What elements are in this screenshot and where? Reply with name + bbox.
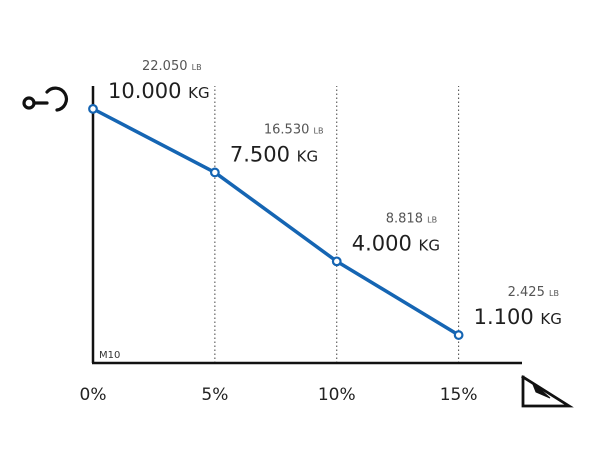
lb-value-label: 16.530 LB xyxy=(264,122,324,137)
lb-value-label: 8.818 LB xyxy=(386,211,437,226)
data-labels: 22.050 LB 10.000 KG 16.530 LB 7.500 KG 8.818… xyxy=(108,59,562,329)
kg-unit: KG xyxy=(540,310,561,328)
lb-unit: LB xyxy=(549,289,559,298)
kg-value-label: 1.100 KG xyxy=(474,305,562,329)
data-points xyxy=(88,103,464,340)
x-tick-label: 0% xyxy=(80,385,107,405)
data-label-group: 16.530 LB 7.500 KG xyxy=(230,122,324,166)
lb-value-label: 2.425 LB xyxy=(508,285,559,300)
data-label-group: 8.818 LB 4.000 KG xyxy=(352,211,440,255)
series-group xyxy=(92,107,460,337)
lb-unit: LB xyxy=(192,63,202,72)
data-label-group: 22.050 LB 10.000 KG xyxy=(108,59,210,103)
crane-hook-icon xyxy=(22,86,68,112)
kg-unit: KG xyxy=(297,147,318,165)
data-point xyxy=(88,103,98,114)
kg-value-label: 7.500 KG xyxy=(230,142,318,166)
kg-unit: KG xyxy=(419,236,440,254)
x-tick-labels: 0% 5% 10% 15% xyxy=(80,385,478,405)
data-point xyxy=(453,330,464,340)
kg-value-label: 10.000 KG xyxy=(108,79,210,103)
data-point xyxy=(209,167,220,178)
kg-value-label: 4.000 KG xyxy=(352,231,440,255)
incline-slope-icon xyxy=(521,375,574,408)
lb-value-label: 22.050 LB xyxy=(142,59,202,74)
lb-unit: LB xyxy=(427,215,437,224)
data-point xyxy=(331,256,342,267)
x-tick-label: 10% xyxy=(318,385,356,405)
series-line xyxy=(92,107,460,337)
x-tick-label: 5% xyxy=(201,385,228,405)
x-tick-label: 15% xyxy=(440,385,478,405)
data-label-group: 2.425 LB 1.100 KG xyxy=(474,285,562,329)
model-label: M10 xyxy=(99,350,120,361)
kg-unit: KG xyxy=(188,84,209,102)
lb-unit: LB xyxy=(314,126,324,135)
